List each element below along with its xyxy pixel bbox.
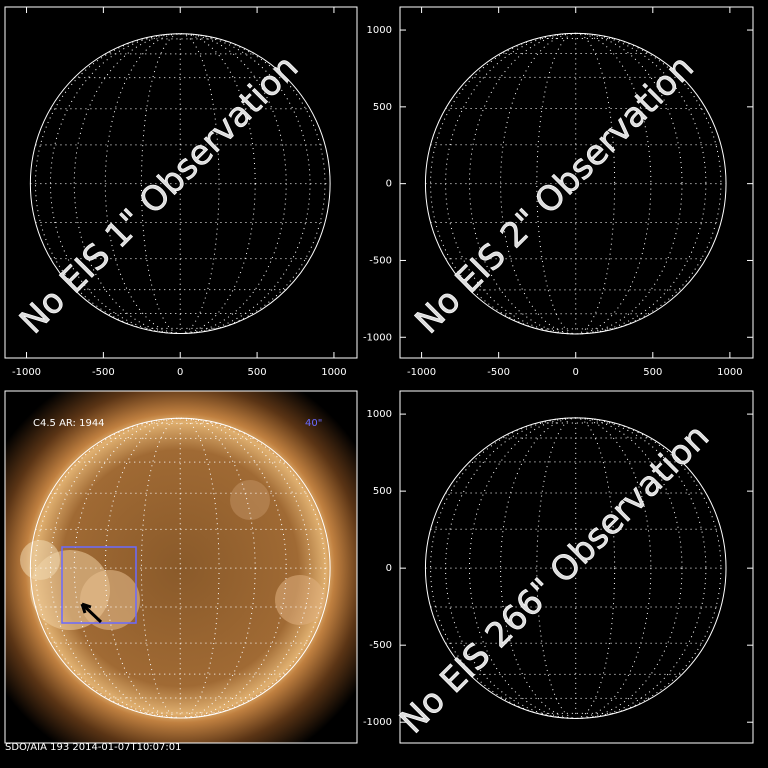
x-tick-label: -1000 <box>12 367 41 378</box>
frame <box>4 6 358 359</box>
meridian <box>104 417 256 719</box>
y-tick-label: -1000 <box>363 717 392 728</box>
y-tick-label: 1000 <box>367 409 392 420</box>
fov-box <box>61 546 137 624</box>
meridian <box>468 417 683 719</box>
bright-region <box>230 480 270 520</box>
overlay-text: No EIS 2" Observation <box>408 47 702 341</box>
x-tick-label: 1000 <box>321 367 346 378</box>
meridian <box>49 417 311 719</box>
y-tick-label: 0 <box>386 563 392 574</box>
meridian <box>140 417 220 719</box>
bright-region <box>20 540 60 580</box>
x-tick-label: -500 <box>487 367 510 378</box>
bright-region <box>80 570 140 630</box>
scale-label: 40" <box>305 418 322 429</box>
y-tick-label: 500 <box>373 486 392 497</box>
frame <box>399 6 754 359</box>
bright-region <box>275 575 325 625</box>
panel: -1000 -500 0 500 1000 No EIS 1" Observation <box>4 6 358 378</box>
meridian <box>34 33 326 335</box>
x-tick-label: 500 <box>643 367 662 378</box>
panel: C4.5 AR: 1944 40" SDO/AIA 193 2014-01-07T1… <box>4 390 358 753</box>
y-tick-label: 1000 <box>367 25 392 36</box>
x-tick-label: -500 <box>92 367 115 378</box>
panel: -1000 -500 0 500 1000 -1000 -500 0 500 1000 No EIS… <box>363 6 754 378</box>
y-tick-label: -1000 <box>363 332 392 343</box>
y-tick-label: -500 <box>369 255 392 266</box>
x-tick-label: 500 <box>248 367 267 378</box>
x-tick-label: 1000 <box>717 367 742 378</box>
x-tick-label: 0 <box>177 367 183 378</box>
arrow <box>80 602 103 624</box>
x-tick-label: 0 <box>573 367 579 378</box>
frame <box>4 390 358 744</box>
footer: SDO/AIA 193 2014-01-07T10:07:01 <box>5 742 182 753</box>
overlay-text: No EIS 1" Observation <box>12 47 306 341</box>
y-tick-label: 0 <box>386 179 392 190</box>
y-tick-label: 500 <box>373 102 392 113</box>
sun-image <box>5 391 357 743</box>
meridian <box>104 33 256 335</box>
y-tick-label: -500 <box>369 640 392 651</box>
frame <box>399 390 754 744</box>
x-tick-label: -1000 <box>407 367 436 378</box>
meridian <box>34 417 326 719</box>
meridian <box>468 32 683 335</box>
overlay-text: No EIS 266" Observation <box>392 417 717 742</box>
event-label: C4.5 AR: 1944 <box>33 418 105 429</box>
meridian <box>140 33 220 335</box>
meridian <box>49 33 311 335</box>
